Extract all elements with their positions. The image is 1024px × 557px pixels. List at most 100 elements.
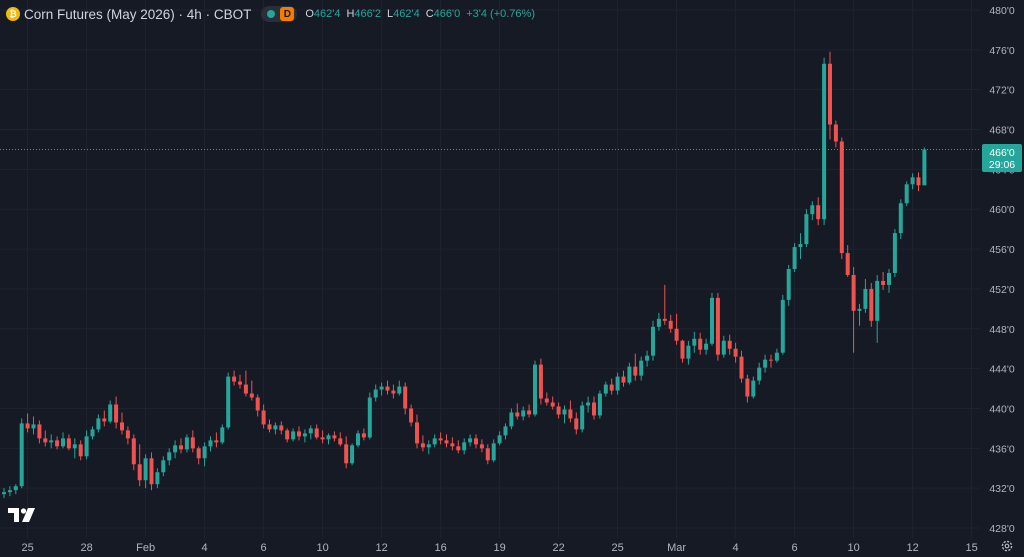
- high-value: 466'2: [354, 8, 381, 20]
- candle-body: [751, 380, 756, 397]
- candle-body: [833, 124, 838, 142]
- candle-body: [656, 318, 661, 327]
- price-axis[interactable]: 428'0 432'0 436'0 440'0 444'0 448'0 452'0 456'0…: [989, 5, 1015, 535]
- candle-body: [580, 405, 585, 430]
- candle-body: [592, 402, 596, 416]
- candle-body: [515, 412, 520, 417]
- symbol-coin-icon[interactable]: ₿: [6, 7, 20, 21]
- y-tick-label: 476'0: [989, 45, 1015, 57]
- candle-body: [544, 398, 549, 403]
- candle-body: [715, 297, 720, 355]
- candle-body: [208, 440, 213, 447]
- candle-body: [161, 460, 166, 473]
- candle-body: [568, 409, 573, 419]
- market-status-pill[interactable]: D: [261, 6, 298, 22]
- market-open-icon: [267, 10, 276, 18]
- candle-body: [645, 355, 650, 361]
- candle-body: [857, 308, 862, 311]
- candle-body: [639, 360, 644, 376]
- candle-body: [822, 63, 827, 220]
- time-axis[interactable]: 25 28 Feb 4 6 10 12 16 19 22 25 Mar 4 6 10 12 15: [21, 542, 977, 554]
- candle-body: [763, 359, 768, 368]
- gear-icon[interactable]: [1000, 539, 1014, 553]
- candle-body: [391, 390, 396, 394]
- close-value: 466'0: [433, 8, 461, 20]
- y-tick-label: 428'0: [989, 523, 1015, 535]
- candle-body: [279, 425, 284, 431]
- candle-body: [704, 343, 709, 350]
- candle-body: [43, 438, 48, 443]
- low-label: L: [387, 8, 394, 20]
- candle-body: [415, 422, 419, 444]
- candle-body: [196, 448, 201, 459]
- x-tick-label: Mar: [667, 542, 686, 554]
- candle-body: [37, 424, 42, 439]
- change-value: +3'4 (+0.76%): [466, 8, 535, 20]
- candle-body: [491, 443, 496, 461]
- tradingview-logo-icon[interactable]: [8, 506, 38, 524]
- candle-body: [839, 141, 844, 254]
- candle-body: [302, 433, 307, 437]
- x-tick-label: 12: [906, 542, 918, 554]
- candle-body: [786, 269, 791, 300]
- candle-body: [863, 288, 868, 309]
- candle-body: [633, 366, 638, 376]
- candle-body: [261, 410, 266, 425]
- y-tick-label: 452'0: [989, 284, 1015, 296]
- candle-body: [61, 438, 65, 447]
- candle-body: [727, 340, 732, 349]
- candle-body: [798, 244, 803, 248]
- y-tick-label: 472'0: [989, 85, 1015, 97]
- candle-body: [314, 428, 319, 438]
- candle-body: [774, 352, 779, 361]
- candle-body: [13, 486, 18, 491]
- candle-body: [485, 448, 490, 461]
- symbol-title[interactable]: Corn Futures (May 2026) · 4h · CBOT: [24, 6, 252, 22]
- candle-body: [220, 427, 225, 443]
- candle-body: [444, 440, 449, 444]
- candle-body: [686, 345, 691, 359]
- candle-body: [497, 435, 502, 444]
- candle-body: [851, 274, 856, 311]
- candle-body: [49, 440, 54, 443]
- candle-body: [420, 443, 425, 448]
- candles-group: [2, 51, 927, 499]
- candle-body: [804, 214, 809, 245]
- candle-body: [356, 433, 360, 446]
- candle-body: [533, 364, 537, 415]
- candle-body: [291, 431, 296, 440]
- candle-body: [361, 433, 366, 438]
- candle-body: [385, 386, 390, 391]
- candle-body: [184, 437, 189, 450]
- y-tick-label: 480'0: [989, 5, 1015, 17]
- candle-body: [556, 406, 561, 415]
- candle-body: [710, 297, 714, 344]
- y-tick-label: 432'0: [989, 483, 1015, 495]
- candle-body: [651, 326, 655, 356]
- candle-body: [297, 431, 301, 437]
- candle-body: [828, 63, 832, 125]
- candle-body: [521, 410, 526, 417]
- candle-body: [904, 184, 909, 204]
- candle-body: [892, 233, 897, 273]
- candle-body: [125, 430, 130, 439]
- x-tick-label: 10: [316, 542, 328, 554]
- candle-body: [910, 177, 915, 185]
- low-value: 462'4: [393, 8, 420, 20]
- candle-body: [379, 386, 384, 390]
- y-tick-label: 444'0: [989, 364, 1015, 376]
- candle-body: [922, 149, 927, 186]
- candle-body: [674, 328, 679, 341]
- candle-body: [603, 384, 608, 394]
- x-tick-label: 16: [434, 542, 446, 554]
- candle-body: [845, 253, 850, 275]
- candle-body: [131, 438, 136, 465]
- candle-body: [698, 338, 703, 350]
- candle-body: [285, 430, 290, 440]
- candle-body: [898, 203, 903, 234]
- candle-body: [810, 205, 815, 215]
- candle-body: [721, 340, 726, 355]
- candle-body: [249, 393, 254, 398]
- x-tick-label: 28: [80, 542, 92, 554]
- candle-body: [527, 410, 532, 415]
